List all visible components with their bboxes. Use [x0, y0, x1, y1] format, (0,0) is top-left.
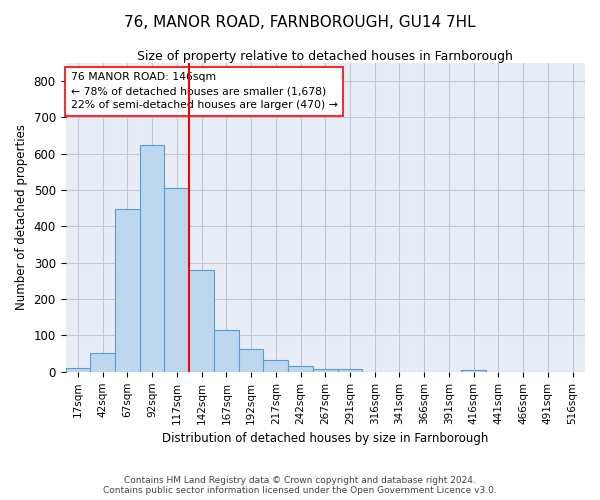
Text: 76 MANOR ROAD: 146sqm
← 78% of detached houses are smaller (1,678)
22% of semi-d: 76 MANOR ROAD: 146sqm ← 78% of detached …	[71, 72, 338, 110]
Title: Size of property relative to detached houses in Farnborough: Size of property relative to detached ho…	[137, 50, 513, 63]
Bar	[214, 330, 239, 372]
Bar	[313, 368, 338, 372]
Bar	[263, 360, 288, 372]
Bar	[65, 368, 90, 372]
Bar	[140, 144, 164, 372]
Bar	[338, 368, 362, 372]
Bar	[189, 270, 214, 372]
Bar	[461, 370, 486, 372]
Text: 76, MANOR ROAD, FARNBOROUGH, GU14 7HL: 76, MANOR ROAD, FARNBOROUGH, GU14 7HL	[124, 15, 476, 30]
Bar	[164, 188, 189, 372]
Y-axis label: Number of detached properties: Number of detached properties	[15, 124, 28, 310]
Bar	[239, 350, 263, 372]
Bar	[90, 353, 115, 372]
Text: Contains HM Land Registry data © Crown copyright and database right 2024.
Contai: Contains HM Land Registry data © Crown c…	[103, 476, 497, 495]
X-axis label: Distribution of detached houses by size in Farnborough: Distribution of detached houses by size …	[162, 432, 488, 445]
Bar	[288, 366, 313, 372]
Bar	[115, 210, 140, 372]
